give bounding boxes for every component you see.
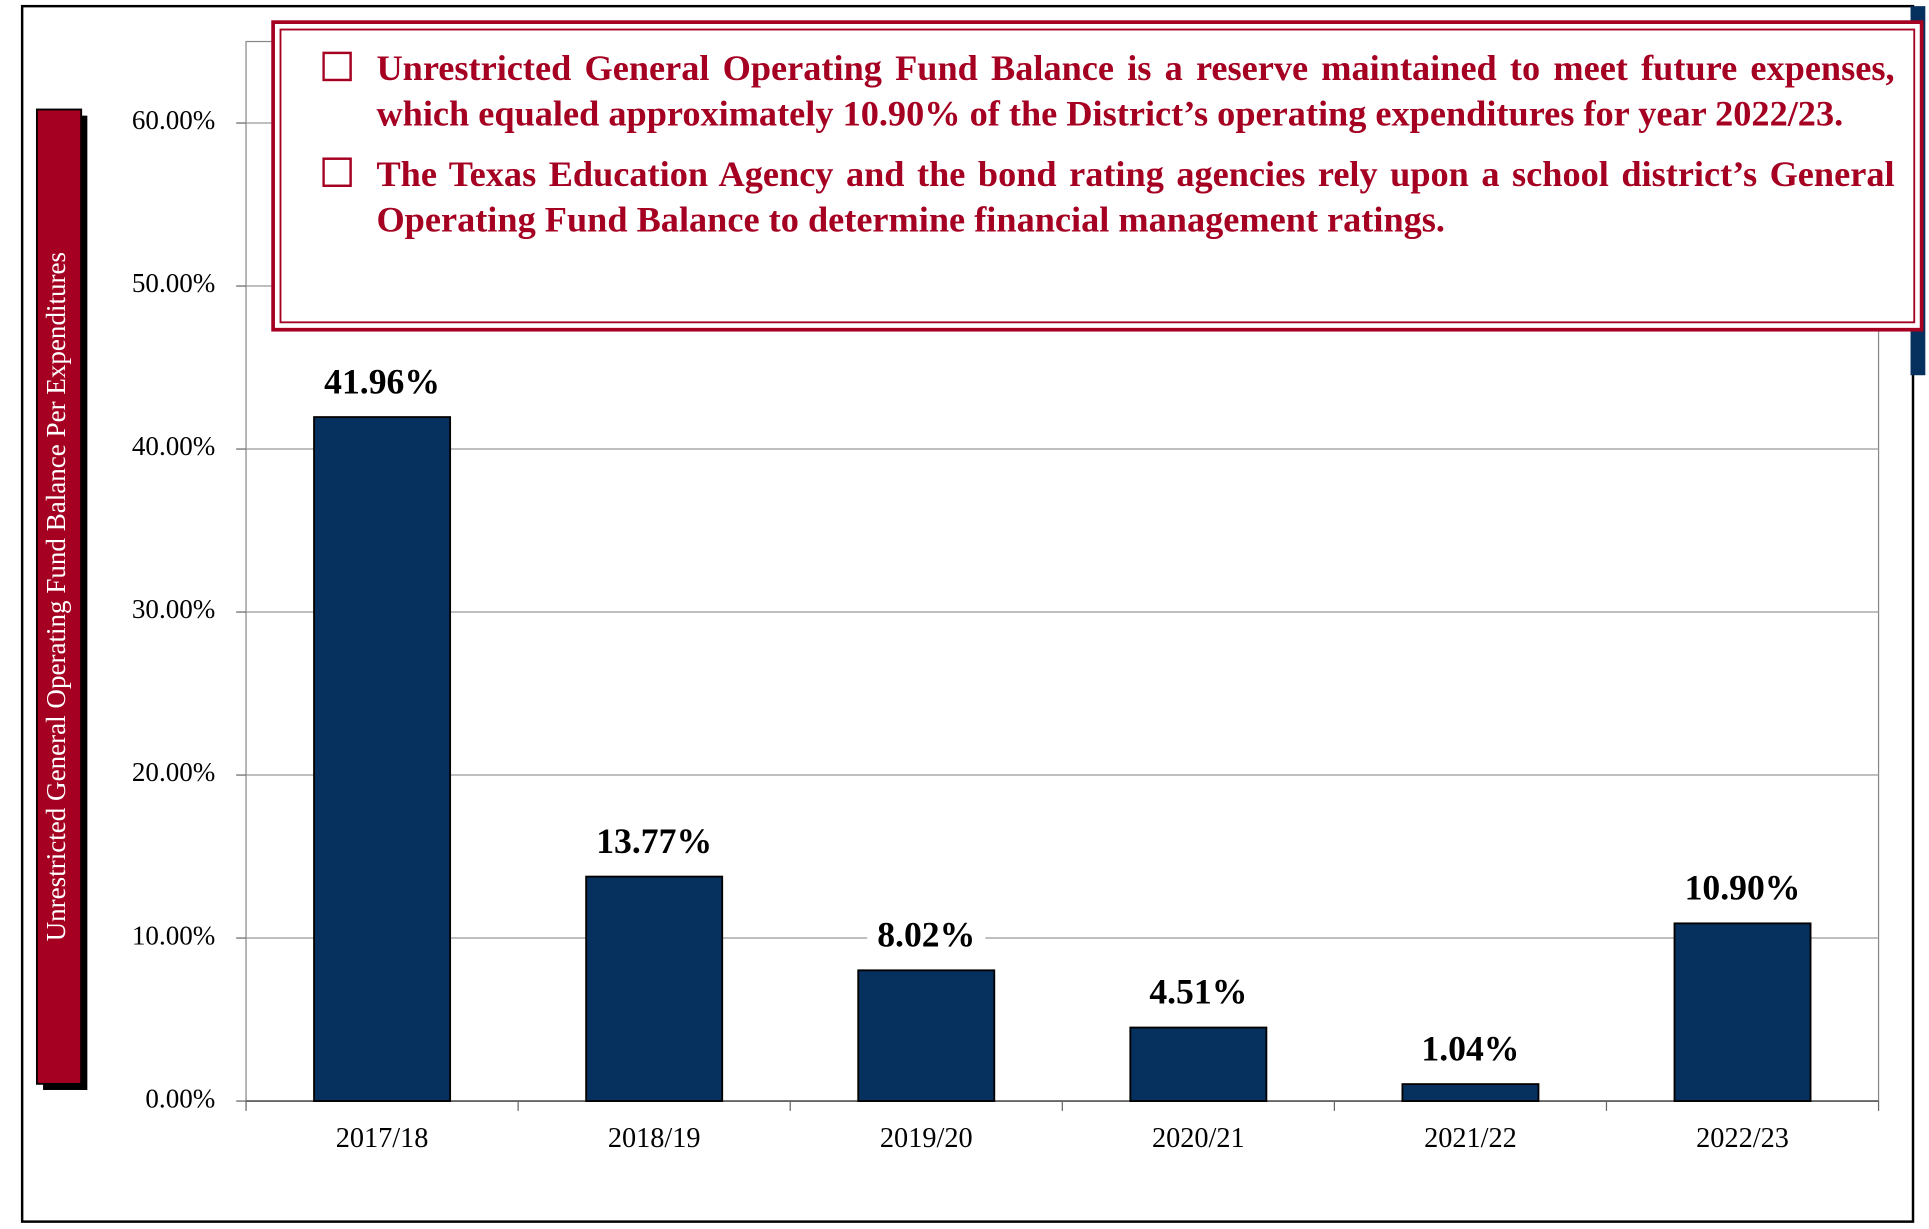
data-label-bg (595, 823, 714, 866)
data-label: 4.51% (1149, 972, 1247, 1012)
data-label-bg (867, 917, 986, 960)
note: The Texas Education Agency and the bond … (322, 153, 1895, 244)
data-label: 41.96% (324, 361, 440, 401)
ylabel-box (35, 108, 83, 1085)
note-box (271, 20, 1924, 332)
x-tick-label: 2018/19 (608, 1123, 701, 1154)
x-tick-label: 2022/23 (1696, 1123, 1789, 1154)
note-text: The Texas Education Agency and the bond … (376, 155, 1895, 240)
data-label: 8.02% (877, 915, 975, 955)
note-container: Unrestricted General Operating Fund Bala… (322, 47, 1895, 244)
note-box-inner (279, 28, 1916, 324)
x-tick-label: 2017/18 (336, 1123, 429, 1154)
y-tick-label: 30.00% (132, 594, 215, 624)
y-tick-label: 60.00% (132, 105, 215, 135)
bar (857, 969, 996, 1102)
data-label-bg (1683, 870, 1802, 913)
data-label: 13.77% (596, 821, 712, 861)
data-label: 1.04% (1421, 1028, 1519, 1068)
bar (1673, 922, 1812, 1102)
y-tick-label: 20.00% (132, 757, 215, 787)
data-label-bg (323, 364, 442, 407)
bar (1401, 1083, 1540, 1102)
y-tick-label: 10.00% (132, 920, 215, 950)
note: Unrestricted General Operating Fund Bala… (322, 47, 1895, 138)
bar (585, 875, 724, 1102)
note-text: Unrestricted General Operating Fund Bala… (376, 49, 1895, 135)
data-label: 10.90% (1685, 868, 1801, 908)
frame (20, 4, 1915, 1223)
x-tick-label: 2020/21 (1152, 1123, 1245, 1154)
x-tick-label: 2021/22 (1424, 1123, 1517, 1154)
bullet (322, 51, 352, 82)
y-tick-label: 0.00% (145, 1083, 215, 1113)
bullet (322, 157, 352, 187)
bar (313, 416, 452, 1102)
bar (1129, 1026, 1268, 1102)
y-tick-label: 40.00% (132, 431, 215, 461)
y-axis-label: Unrestricted General Operating Fund Bala… (41, 252, 71, 941)
data-label-bg (1139, 974, 1258, 1017)
data-label-bg (1411, 1031, 1530, 1074)
x-tick-label: 2019/20 (880, 1123, 973, 1154)
y-tick-label: 50.00% (132, 268, 215, 298)
notes: Unrestricted General Operating Fund Bala… (322, 47, 1895, 244)
